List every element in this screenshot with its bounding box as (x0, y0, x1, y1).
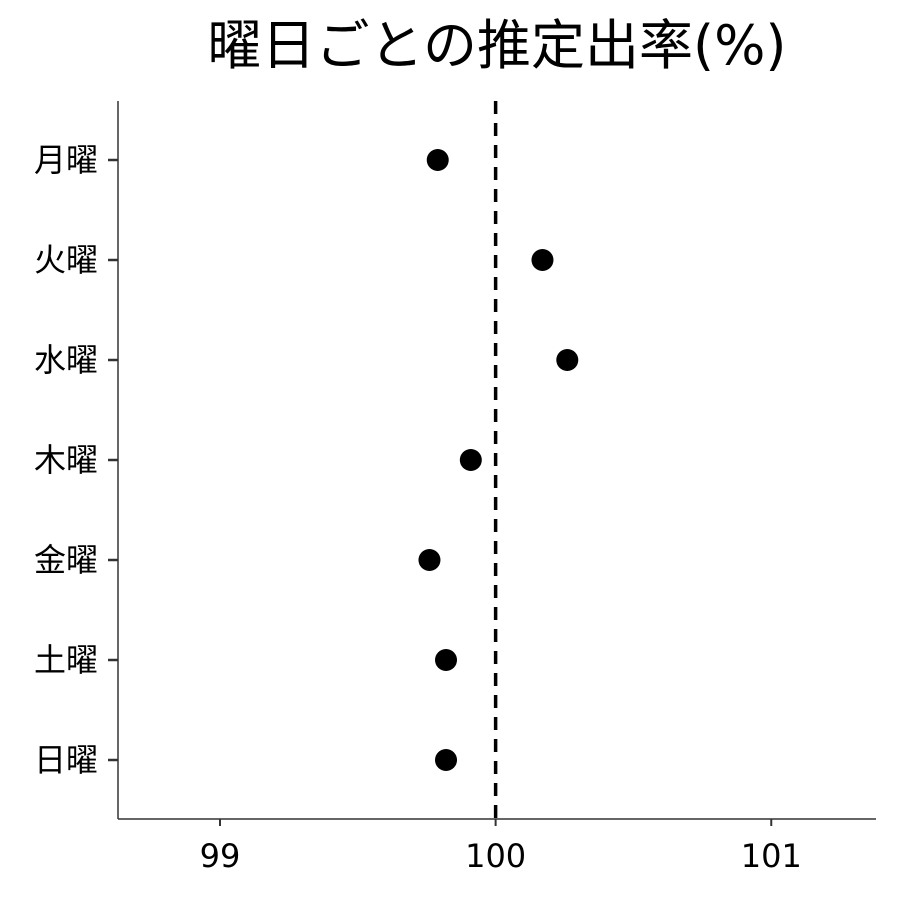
data-point (556, 349, 579, 371)
x-tick-label: 101 (741, 837, 802, 875)
data-point (426, 149, 449, 171)
y-tick-label: 土曜 (34, 641, 98, 679)
data-point (459, 449, 482, 471)
data-point (435, 649, 458, 671)
y-tick-label: 日曜 (34, 741, 98, 779)
y-tick-label: 金曜 (34, 541, 98, 579)
data-point (418, 549, 441, 571)
chart-title: 曜日ごとの推定出率(%) (208, 14, 787, 77)
x-tick-label: 99 (200, 837, 241, 875)
data-point (435, 749, 458, 771)
y-tick-label: 水曜 (34, 341, 98, 379)
x-tick-label: 100 (465, 837, 526, 875)
y-tick-label: 木曜 (34, 441, 98, 479)
y-tick-label: 火曜 (34, 241, 98, 279)
y-tick-label: 月曜 (34, 141, 98, 179)
data-point (531, 249, 554, 271)
